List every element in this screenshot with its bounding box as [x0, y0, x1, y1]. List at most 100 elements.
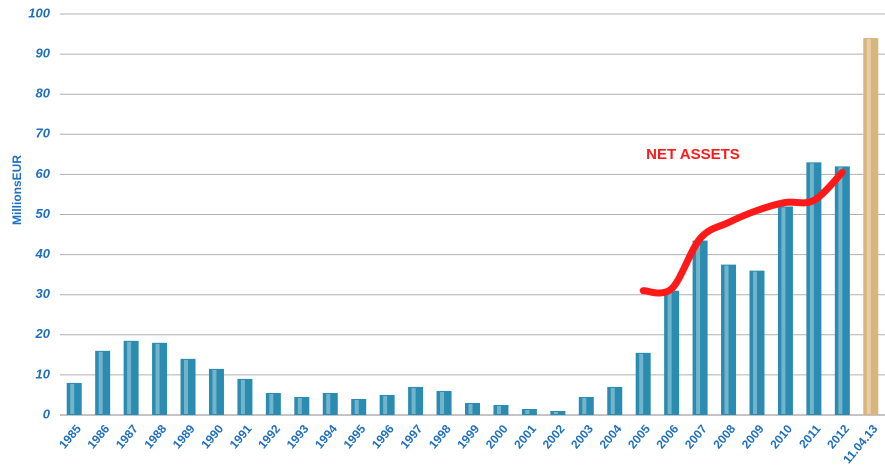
x-tick-label: 2009 — [739, 422, 767, 452]
bar — [379, 394, 395, 415]
bar-shine — [838, 167, 843, 414]
bar-shine — [184, 359, 189, 414]
bar-shine — [98, 351, 103, 414]
x-tick-label: 2002 — [540, 422, 568, 452]
x-tick-label: 1993 — [284, 422, 312, 452]
bar-shine — [724, 265, 729, 414]
x-tick-label: 1991 — [227, 422, 255, 452]
x-tick-label: 2001 — [511, 422, 539, 452]
bar — [749, 270, 765, 415]
bar — [180, 358, 196, 415]
bar — [664, 290, 680, 415]
x-tick-label: 1996 — [369, 422, 397, 452]
bar-shine — [240, 379, 245, 414]
y-tick-label: 70 — [36, 126, 51, 141]
bar-shine — [696, 241, 701, 414]
x-tick-label: 1995 — [341, 422, 369, 452]
bar — [578, 396, 594, 415]
bar-shine — [212, 369, 217, 414]
bar-shine — [639, 353, 644, 414]
bar — [208, 368, 224, 415]
bar-shine — [553, 411, 558, 414]
bar — [465, 402, 480, 415]
line-label: NET ASSETS — [646, 146, 740, 163]
bar — [322, 392, 338, 415]
bar-shine — [127, 341, 132, 414]
y-tick-label: 100 — [28, 5, 50, 20]
bar — [834, 166, 850, 415]
x-tick-label: 2004 — [597, 422, 625, 452]
y-tick-label: 40 — [35, 246, 51, 261]
bar-shine — [297, 397, 302, 414]
bar — [152, 342, 168, 415]
x-tick-label: 2000 — [483, 422, 511, 452]
bar-shine — [809, 163, 814, 414]
x-tick-label: 1985 — [56, 422, 84, 452]
y-tick-label: 20 — [35, 326, 51, 341]
x-tick-label: 2010 — [767, 422, 795, 452]
y-tick-label: 0 — [43, 406, 51, 421]
y-tick-label: 30 — [36, 286, 51, 301]
bar — [237, 378, 253, 415]
bar — [521, 408, 537, 415]
bar-shine — [525, 409, 530, 414]
x-tick-label: 2008 — [710, 422, 738, 452]
y-tick-label: 90 — [36, 46, 51, 61]
y-tick-label: 50 — [36, 206, 51, 221]
bar — [294, 396, 310, 415]
bar — [607, 386, 623, 415]
bar — [351, 398, 367, 415]
bar — [692, 240, 708, 415]
bar-shine — [383, 395, 388, 414]
bar — [66, 382, 82, 415]
bar-shine — [610, 387, 615, 414]
x-tick-label: 1990 — [198, 422, 226, 452]
bar — [777, 206, 793, 415]
bar-shine — [70, 383, 75, 414]
bar — [635, 352, 651, 415]
bar — [265, 392, 281, 415]
x-tick-label: 1992 — [255, 422, 283, 452]
bar — [123, 340, 139, 415]
bar — [408, 386, 424, 415]
x-tick-label: 2003 — [568, 422, 596, 452]
x-tick-label: 2005 — [625, 422, 653, 452]
bar — [806, 162, 822, 415]
bar-shine — [440, 391, 445, 414]
bar-shine — [781, 207, 786, 414]
bar — [550, 410, 566, 415]
x-tick-label: 1997 — [397, 422, 425, 452]
x-tick-label: 2011 — [796, 422, 824, 451]
x-tick-label: 2007 — [682, 422, 710, 452]
bar — [436, 390, 452, 415]
y-tick-label: 60 — [36, 166, 51, 181]
x-tick-label: 1998 — [426, 422, 454, 452]
net-assets-line — [639, 168, 846, 297]
bar-shine — [411, 387, 416, 414]
x-tick-label: 1987 — [113, 422, 141, 452]
bar — [493, 404, 509, 415]
bar-shine — [496, 405, 501, 414]
bar — [95, 350, 111, 415]
bar-shine — [667, 291, 672, 414]
x-tick-label: 1986 — [85, 422, 113, 452]
bar-shine — [354, 399, 359, 414]
bar-shine — [468, 403, 473, 414]
y-tick-label: 80 — [36, 86, 51, 101]
bar-shine — [582, 397, 587, 414]
x-tick-label: 1988 — [141, 422, 169, 452]
bar-shine — [866, 39, 871, 415]
x-tick-label: 1989 — [170, 422, 198, 452]
x-tick-label: 1994 — [312, 422, 340, 452]
y-axis-label: MillionsEUR — [10, 155, 24, 225]
bar-shine — [752, 271, 757, 414]
bar-shine — [326, 393, 331, 414]
bar — [721, 264, 737, 415]
x-tick-label: 2006 — [653, 422, 681, 452]
y-tick-label: 10 — [36, 366, 51, 381]
x-tick-label: 1999 — [454, 422, 482, 452]
bar-shine — [155, 343, 160, 414]
bar — [863, 38, 879, 416]
